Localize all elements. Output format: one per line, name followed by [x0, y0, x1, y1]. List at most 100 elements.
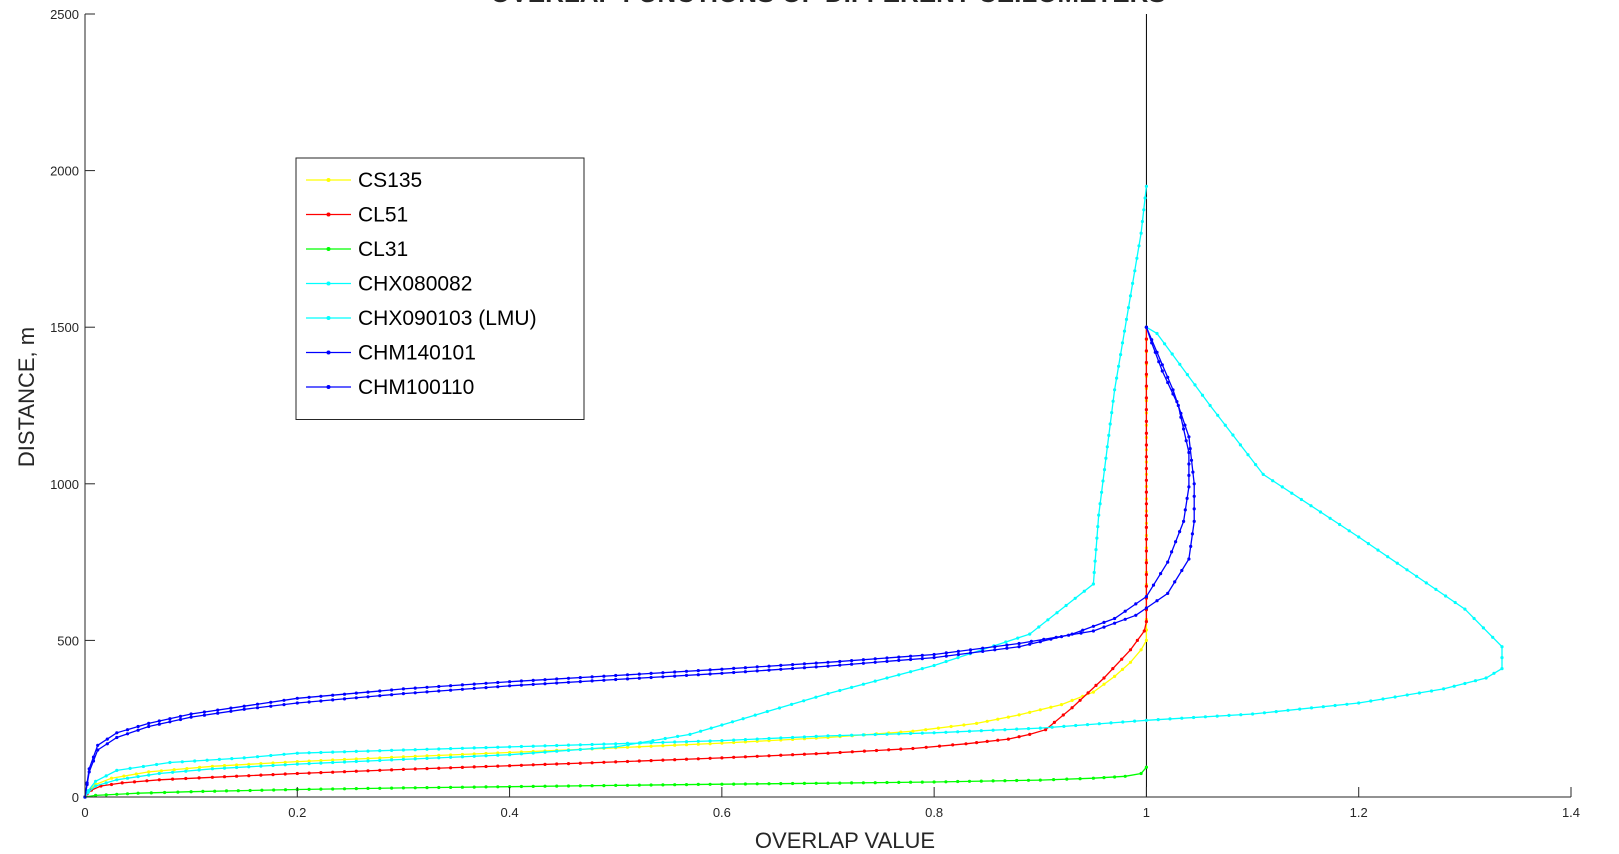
series-marker	[649, 675, 653, 680]
series-marker	[1134, 613, 1138, 617]
series-marker	[578, 761, 582, 765]
series-marker	[1144, 455, 1148, 459]
series-marker	[449, 747, 453, 751]
series-marker	[861, 661, 866, 665]
series-marker	[1298, 707, 1302, 711]
series-marker	[720, 756, 724, 760]
series-marker	[1139, 231, 1143, 235]
series-marker	[1081, 628, 1085, 632]
series-marker	[1004, 640, 1008, 644]
series-marker	[920, 731, 924, 735]
series-marker	[1452, 684, 1456, 688]
series-marker	[508, 764, 512, 768]
series-marker	[602, 760, 606, 764]
series-marker	[732, 782, 736, 786]
series-marker	[1144, 502, 1148, 506]
series-marker	[222, 775, 227, 779]
series-marker	[94, 784, 98, 788]
series-marker	[271, 773, 275, 777]
series-marker	[1144, 349, 1148, 353]
series-marker	[1109, 721, 1113, 725]
series-marker	[496, 685, 500, 689]
series-marker	[307, 695, 311, 699]
series-marker	[661, 783, 665, 787]
series-marker	[1144, 537, 1148, 541]
legend-label: CS135	[358, 169, 422, 192]
series-marker	[1144, 549, 1148, 553]
series-marker	[765, 709, 769, 714]
series-marker	[1223, 423, 1227, 427]
series-marker	[1102, 625, 1106, 629]
series-marker	[307, 762, 311, 766]
series-marker	[791, 781, 795, 786]
series-marker	[708, 672, 712, 676]
series-marker	[1133, 719, 1137, 723]
series-marker	[850, 733, 854, 737]
series-marker	[661, 740, 665, 745]
series-marker	[1144, 466, 1148, 471]
series-marker	[1328, 516, 1332, 520]
series-marker	[1113, 775, 1117, 779]
series-marker	[1216, 413, 1220, 417]
series-marker	[1144, 514, 1148, 518]
series-marker	[909, 731, 913, 736]
series-marker	[1059, 703, 1064, 707]
legend-marker	[326, 316, 331, 320]
series-marker	[1261, 472, 1265, 476]
series-marker	[178, 714, 183, 719]
series-marker	[217, 757, 221, 762]
x-tick-label: 0.4	[501, 805, 519, 820]
series-marker	[614, 760, 618, 764]
series-marker	[1074, 723, 1078, 728]
series-marker	[1029, 639, 1033, 644]
series-marker	[1061, 713, 1065, 717]
series-marker	[1155, 350, 1159, 354]
series-marker	[1366, 542, 1370, 546]
series-marker	[378, 694, 382, 698]
series-marker	[1120, 341, 1125, 345]
series-marker	[1028, 732, 1032, 737]
legend-label: CHM140101	[358, 342, 476, 365]
series-marker	[1144, 606, 1148, 610]
series-2	[83, 325, 1148, 799]
series-marker	[956, 649, 961, 654]
series-marker	[1395, 561, 1399, 565]
series-marker	[1182, 519, 1186, 524]
series-marker	[1463, 607, 1467, 611]
series-marker	[1166, 375, 1170, 379]
series-marker	[460, 755, 464, 759]
series-marker	[578, 680, 582, 684]
series-marker	[1429, 689, 1434, 693]
series-marker	[1254, 463, 1258, 467]
series-marker	[519, 752, 524, 756]
series-marker	[1187, 450, 1191, 455]
series-marker	[873, 732, 877, 737]
series-marker	[1091, 624, 1095, 628]
series-marker	[1144, 184, 1148, 188]
series-marker	[193, 759, 197, 763]
series-marker	[1185, 373, 1189, 377]
series-marker	[838, 781, 842, 785]
series-marker	[1135, 638, 1139, 643]
series-marker	[791, 753, 795, 757]
series-marker	[157, 722, 161, 726]
series-marker	[307, 771, 311, 775]
series-marker	[814, 661, 818, 665]
series-marker	[1017, 645, 1021, 649]
series-marker	[802, 699, 806, 703]
series-marker	[956, 779, 960, 784]
series-marker	[184, 776, 188, 781]
series-marker	[484, 746, 488, 750]
series-marker	[105, 742, 109, 746]
series-marker	[178, 717, 183, 722]
series-marker	[472, 754, 476, 758]
series-marker	[1144, 408, 1148, 412]
series-marker	[342, 760, 347, 764]
series-marker	[996, 717, 1000, 721]
y-tick-label: 0	[72, 790, 79, 805]
series-marker	[1191, 470, 1195, 474]
series-marker	[873, 657, 877, 661]
y-tick-label: 1000	[50, 477, 79, 492]
series-marker	[838, 750, 842, 755]
legend-entry: CS135	[306, 169, 422, 192]
